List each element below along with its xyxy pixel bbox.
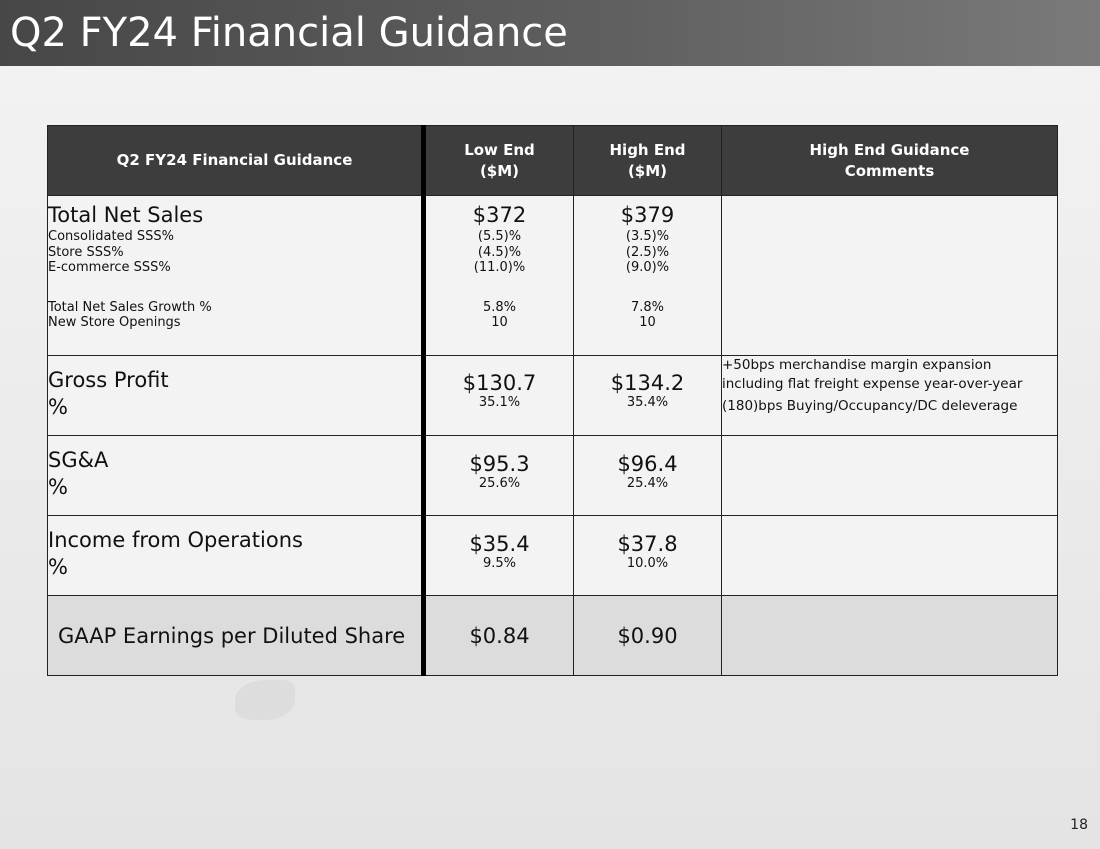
sss-store-label: Store SSS% [48,244,124,260]
eps-low: $0.84 [469,623,530,648]
net-sales-label: Total Net Sales [48,203,204,227]
net-sales-growth-high: 7.8% [630,299,665,315]
sss-ecommerce-low: (11.0)% [473,260,526,275]
header-comments-line1: High End Guidance [809,140,970,159]
row-eps: GAAP Earnings per Diluted Share $0.84 $0… [47,595,1058,676]
income-ops-metric-cell: Income from Operations % [47,515,426,596]
sss-store-low: (4.5)% [477,244,522,260]
income-ops-low-pct: 9.5% [482,556,517,571]
gross-profit-metric-cell: Gross Profit % [47,355,426,436]
sss-store-high: (2.5)% [625,244,670,260]
net-sales-comment-cell [721,195,1058,356]
new-store-openings-low: 10 [491,315,508,330]
sga-high-cell: $96.4 25.4% [573,435,722,516]
background-splash-watermark [235,680,295,720]
sga-metric-cell: SG&A % [47,435,426,516]
gross-profit-low: $130.7 [462,371,537,395]
net-sales-growth-low: 5.8% [482,299,517,315]
income-ops-high-pct: 10.0% [626,556,669,571]
sss-ecommerce-label: E-commerce SSS% [48,260,171,275]
income-ops-high-cell: $37.8 10.0% [573,515,722,596]
sss-consolidated-high: (3.5)% [625,229,670,244]
header-row: Q2 FY24 Financial Guidance Low End ($M) … [47,125,1058,196]
sga-label: SG&A [48,448,109,472]
income-ops-comment-cell [721,515,1058,596]
income-ops-low-cell: $35.4 9.5% [423,515,574,596]
net-sales-low-cell: $372 (5.5)% (4.5)% (11.0)% 5.8% 10 [423,195,574,356]
header-comments-line2: Comments [844,161,935,180]
income-ops-label: Income from Operations [48,528,303,552]
gross-profit-label: Gross Profit [48,368,169,392]
sga-high-pct: 25.4% [626,476,669,491]
header-high-end: High End ($M) [573,125,722,196]
net-sales-low: $372 [472,203,527,227]
gross-profit-high: $134.2 [610,371,685,395]
header-high-line1: High End [609,140,686,159]
gross-profit-pct-label: % [48,395,68,419]
sga-low-cell: $95.3 25.6% [423,435,574,516]
net-sales-metric-cell: Total Net Sales Consolidated SSS% Store … [47,195,426,356]
gross-profit-high-pct: 35.4% [626,395,669,410]
gross-profit-comment-2: (180)bps Buying/Occupancy/DC deleverage [722,398,1018,414]
gross-profit-high-cell: $134.2 35.4% [573,355,722,436]
row-gross-profit: Gross Profit % $130.7 35.1% $134.2 35.4%… [47,355,1058,436]
gross-profit-comment-cell: +50bps merchandise margin expansion incl… [721,355,1058,436]
eps-high-cell: $0.90 [573,595,722,676]
header-low-end: Low End ($M) [423,125,574,196]
slide-title: Q2 FY24 Financial Guidance [10,10,568,56]
sga-high: $96.4 [617,452,678,476]
gross-profit-low-cell: $130.7 35.1% [423,355,574,436]
sss-consolidated-label: Consolidated SSS% [48,229,175,244]
new-store-openings-label: New Store Openings [48,315,181,330]
sga-low-pct: 25.6% [478,476,521,491]
header-high-line2: ($M) [627,161,668,180]
title-bar: Q2 FY24 Financial Guidance [0,0,1100,66]
sga-pct-label: % [48,475,68,499]
row-income-ops: Income from Operations % $35.4 9.5% $37.… [47,515,1058,596]
new-store-openings-high: 10 [639,315,656,330]
eps-label: GAAP Earnings per Diluted Share [58,623,406,648]
income-ops-low: $35.4 [469,532,530,556]
net-sales-high: $379 [620,203,675,227]
eps-metric-cell: GAAP Earnings per Diluted Share [47,595,426,676]
net-sales-growth-label: Total Net Sales Growth % [48,299,212,315]
header-low-line2: ($M) [479,161,520,180]
header-comments: High End Guidance Comments [721,125,1058,196]
sga-comment-cell [721,435,1058,516]
gross-profit-low-pct: 35.1% [478,395,521,410]
income-ops-high: $37.8 [617,532,678,556]
income-ops-pct-label: % [48,555,68,579]
header-low-line1: Low End [464,140,535,159]
sss-consolidated-low: (5.5)% [477,229,522,244]
row-net-sales: Total Net Sales Consolidated SSS% Store … [47,195,1058,356]
sss-ecommerce-high: (9.0)% [625,260,670,275]
header-metric: Q2 FY24 Financial Guidance [47,125,426,196]
sga-low: $95.3 [469,452,530,476]
net-sales-high-cell: $379 (3.5)% (2.5)% (9.0)% 7.8% 10 [573,195,722,356]
eps-high: $0.90 [617,623,678,648]
eps-comment-cell [721,595,1058,676]
gross-profit-comment-1: +50bps merchandise margin expansion incl… [722,357,1023,392]
eps-low-cell: $0.84 [423,595,574,676]
row-sga: SG&A % $95.3 25.6% $96.4 25.4% [47,435,1058,516]
page-number: 18 [1070,817,1088,833]
guidance-table: Q2 FY24 Financial Guidance Low End ($M) … [47,125,1058,676]
